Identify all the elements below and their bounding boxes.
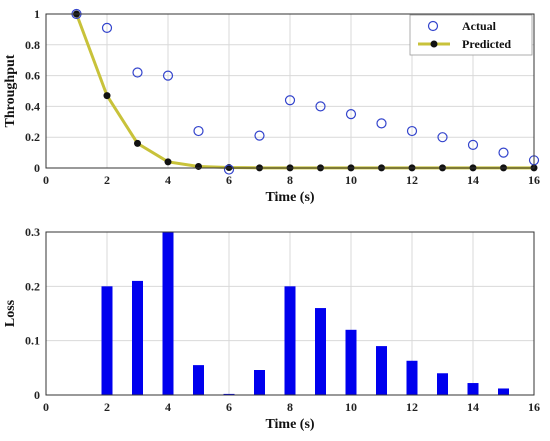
top-x-tick-label: 14 xyxy=(467,173,479,187)
top-y-tick-label: 0 xyxy=(34,161,40,175)
loss-chart: 0 2 4 6 8 10 12 14 16 0 0.1 0.2 0.3 Time (s) Loss xyxy=(3,225,540,432)
actual-point xyxy=(498,147,509,158)
throughput-plot-frame xyxy=(45,13,535,169)
top-y-tick-label: 0.2 xyxy=(25,130,40,144)
throughput-y-ticks: 0 0.2 0.4 0.6 0.8 1 xyxy=(25,7,40,175)
bot-x-tick-label: 4 xyxy=(165,400,171,414)
loss-bar xyxy=(284,286,296,395)
bot-x-tick-label: 16 xyxy=(528,400,540,414)
bot-x-tick-label: 8 xyxy=(287,400,293,414)
predicted-point xyxy=(164,158,172,166)
top-x-tick-label: 2 xyxy=(104,173,110,187)
loss-x-axis-label: Time (s) xyxy=(265,417,314,432)
actual-point xyxy=(345,108,357,120)
loss-bars xyxy=(71,232,509,395)
actual-point xyxy=(193,125,204,137)
loss-bar xyxy=(132,280,143,395)
top-y-tick-label: 0.8 xyxy=(25,38,40,52)
loss-bar xyxy=(467,383,479,395)
top-x-tick-label: 12 xyxy=(406,173,418,187)
predicted-point xyxy=(195,162,202,170)
bot-x-tick-label: 10 xyxy=(345,400,357,414)
legend-predicted-label: Predicted xyxy=(462,37,511,51)
bot-x-tick-label: 0 xyxy=(43,400,49,414)
top-y-tick-label: 1 xyxy=(34,7,40,21)
top-y-tick-label: 0.6 xyxy=(25,69,40,83)
top-x-tick-label: 6 xyxy=(226,173,232,187)
loss-bar xyxy=(406,360,418,395)
loss-bar xyxy=(315,308,326,395)
actual-point xyxy=(101,22,113,33)
loss-bar xyxy=(498,388,509,395)
bot-y-tick-label: 0.1 xyxy=(25,334,40,348)
bot-x-tick-label: 2 xyxy=(104,400,110,414)
legend-predicted-marker xyxy=(430,40,438,48)
top-y-tick-label: 0.4 xyxy=(25,99,40,113)
predicted-point xyxy=(134,139,141,147)
bot-y-tick-label: 0 xyxy=(34,388,40,402)
loss-y-ticks: 0 0.1 0.2 0.3 xyxy=(25,225,40,402)
loss-bar xyxy=(437,373,448,395)
actual-point xyxy=(254,130,265,141)
actual-point xyxy=(315,101,326,112)
throughput-chart: 0 2 4 6 8 10 12 14 16 0 0.2 0.4 0.6 0.8 1 Time (s) Th… xyxy=(3,7,540,205)
actual-point xyxy=(437,132,448,143)
throughput-x-axis-label: Time (s) xyxy=(265,190,314,205)
top-x-tick-label: 16 xyxy=(528,173,540,187)
legend-actual-label: Actual xyxy=(462,19,497,33)
bot-x-tick-label: 12 xyxy=(406,400,418,414)
loss-bar xyxy=(193,365,204,395)
top-x-tick-label: 0 xyxy=(43,173,49,187)
bot-x-tick-label: 14 xyxy=(467,400,479,414)
legend-actual-marker xyxy=(427,20,439,32)
actual-point xyxy=(406,125,418,137)
loss-bar xyxy=(223,393,235,395)
loss-x-ticks: 0 2 4 6 8 10 12 14 16 xyxy=(43,400,540,414)
predicted-point xyxy=(103,92,111,100)
top-x-tick-label: 4 xyxy=(165,173,171,187)
throughput-y-axis-label: Throughput xyxy=(3,54,18,127)
loss-bar xyxy=(376,346,387,395)
actual-point xyxy=(467,139,479,150)
loss-bar xyxy=(254,370,265,395)
bot-y-tick-label: 0.3 xyxy=(25,225,40,239)
throughput-x-ticks: 0 2 4 6 8 10 12 14 16 xyxy=(43,173,540,187)
top-x-tick-label: 10 xyxy=(345,173,357,187)
top-x-tick-label: 8 xyxy=(287,173,293,187)
loss-bar xyxy=(162,232,174,395)
loss-y-axis-label: Loss xyxy=(3,299,18,327)
throughput-legend: Actual Predicted xyxy=(409,14,533,56)
loss-bar xyxy=(101,286,113,395)
actual-point xyxy=(284,95,296,106)
actual-point xyxy=(376,118,387,129)
actual-point xyxy=(132,67,143,78)
bot-x-tick-label: 6 xyxy=(226,400,232,414)
actual-point xyxy=(223,164,235,175)
loss-bar xyxy=(345,329,357,395)
actual-point xyxy=(162,70,174,81)
bot-y-tick-label: 0.2 xyxy=(25,279,40,293)
loss-plot-frame xyxy=(45,231,535,396)
